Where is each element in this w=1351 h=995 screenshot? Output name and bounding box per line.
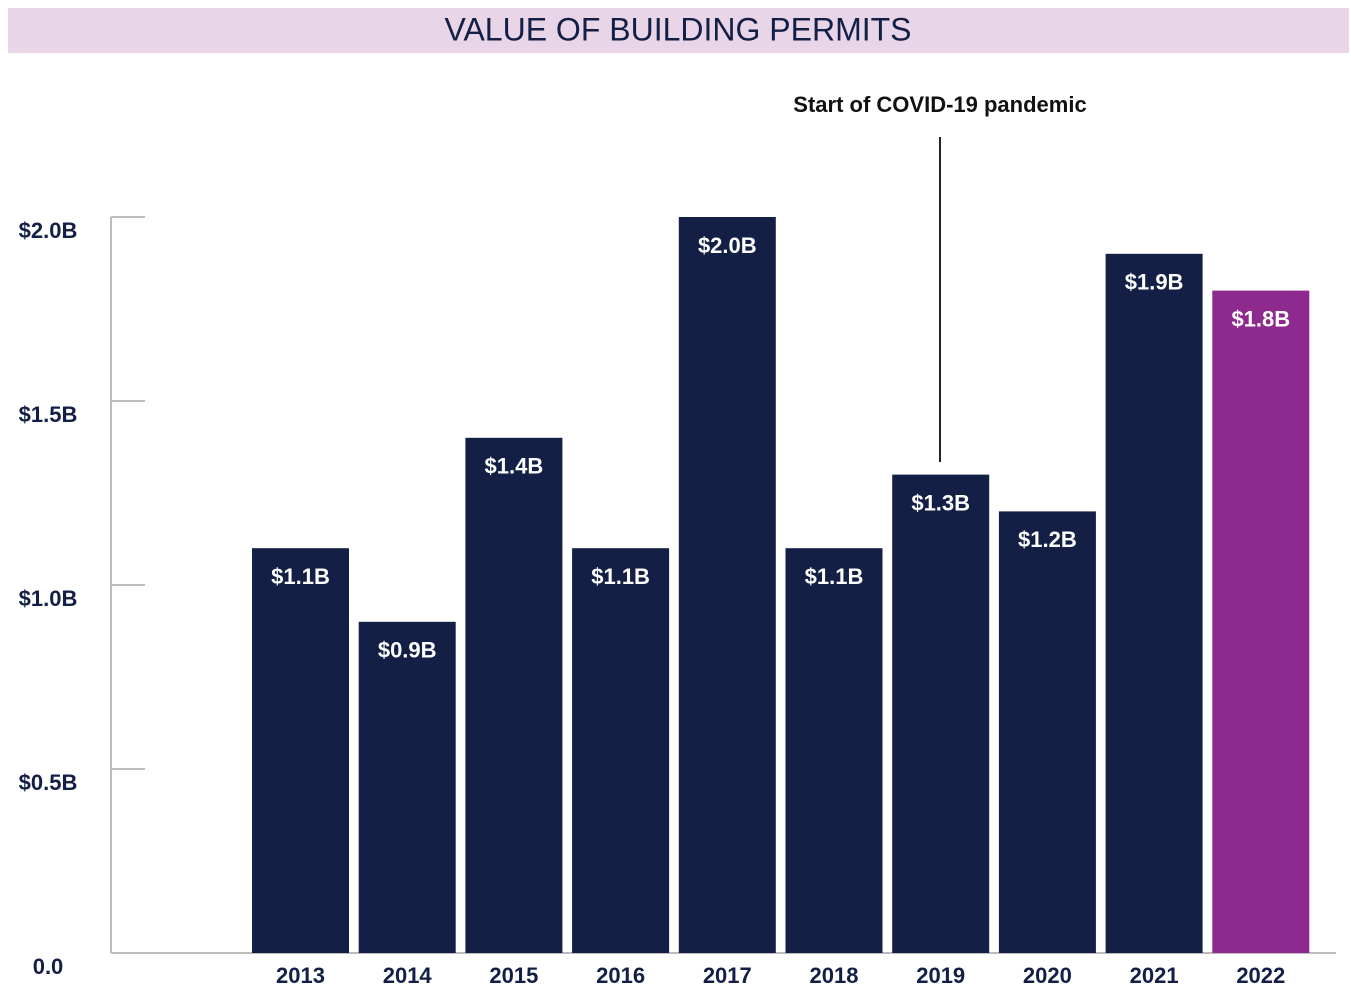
value-label: $1.9B: [1125, 270, 1184, 295]
value-label: $1.2B: [1018, 527, 1077, 552]
value-label: $2.0B: [698, 233, 757, 258]
y-tick-label: $1.0B: [19, 586, 78, 611]
x-tick-label: 2020: [1023, 963, 1072, 988]
value-label: $1.1B: [805, 564, 864, 589]
bar: [252, 548, 349, 953]
x-tick-label: 2017: [703, 963, 752, 988]
bar: [358, 621, 456, 953]
y-tick-label: $0.5B: [19, 770, 78, 795]
x-tick-label: 2014: [383, 963, 433, 988]
bar: [465, 437, 563, 953]
x-tick-label: 2013: [276, 963, 325, 988]
x-tick-label: 2022: [1236, 963, 1285, 988]
bar: [892, 474, 990, 953]
annotation: Start of COVID-19 pandemic: [793, 92, 1086, 117]
x-tick-label: 2018: [810, 963, 859, 988]
value-label: $1.8B: [1231, 306, 1290, 331]
value-label: $1.4B: [485, 454, 544, 479]
value-label: $1.1B: [591, 564, 650, 589]
chart-title: VALUE OF BUILDING PERMITS: [444, 11, 911, 47]
y-tick-label: 0.0: [33, 954, 64, 979]
value-label: $0.9B: [378, 638, 437, 663]
bar: [1105, 253, 1203, 954]
bar: [998, 511, 1096, 953]
x-tick-label: 2019: [916, 963, 965, 988]
x-tick-label: 2016: [596, 963, 645, 988]
y-tick-label: $1.5B: [19, 402, 78, 427]
x-tick-label: 2021: [1130, 963, 1179, 988]
value-label: $1.1B: [271, 564, 330, 589]
bar: [1212, 290, 1310, 954]
y-tick-label: $2.0B: [19, 218, 78, 243]
title-band: [8, 8, 1349, 53]
x-tick-label: 2015: [489, 963, 538, 988]
bar: [572, 548, 670, 953]
bar: [785, 548, 883, 953]
bar: [678, 217, 776, 953]
value-label: $1.3B: [911, 490, 970, 515]
